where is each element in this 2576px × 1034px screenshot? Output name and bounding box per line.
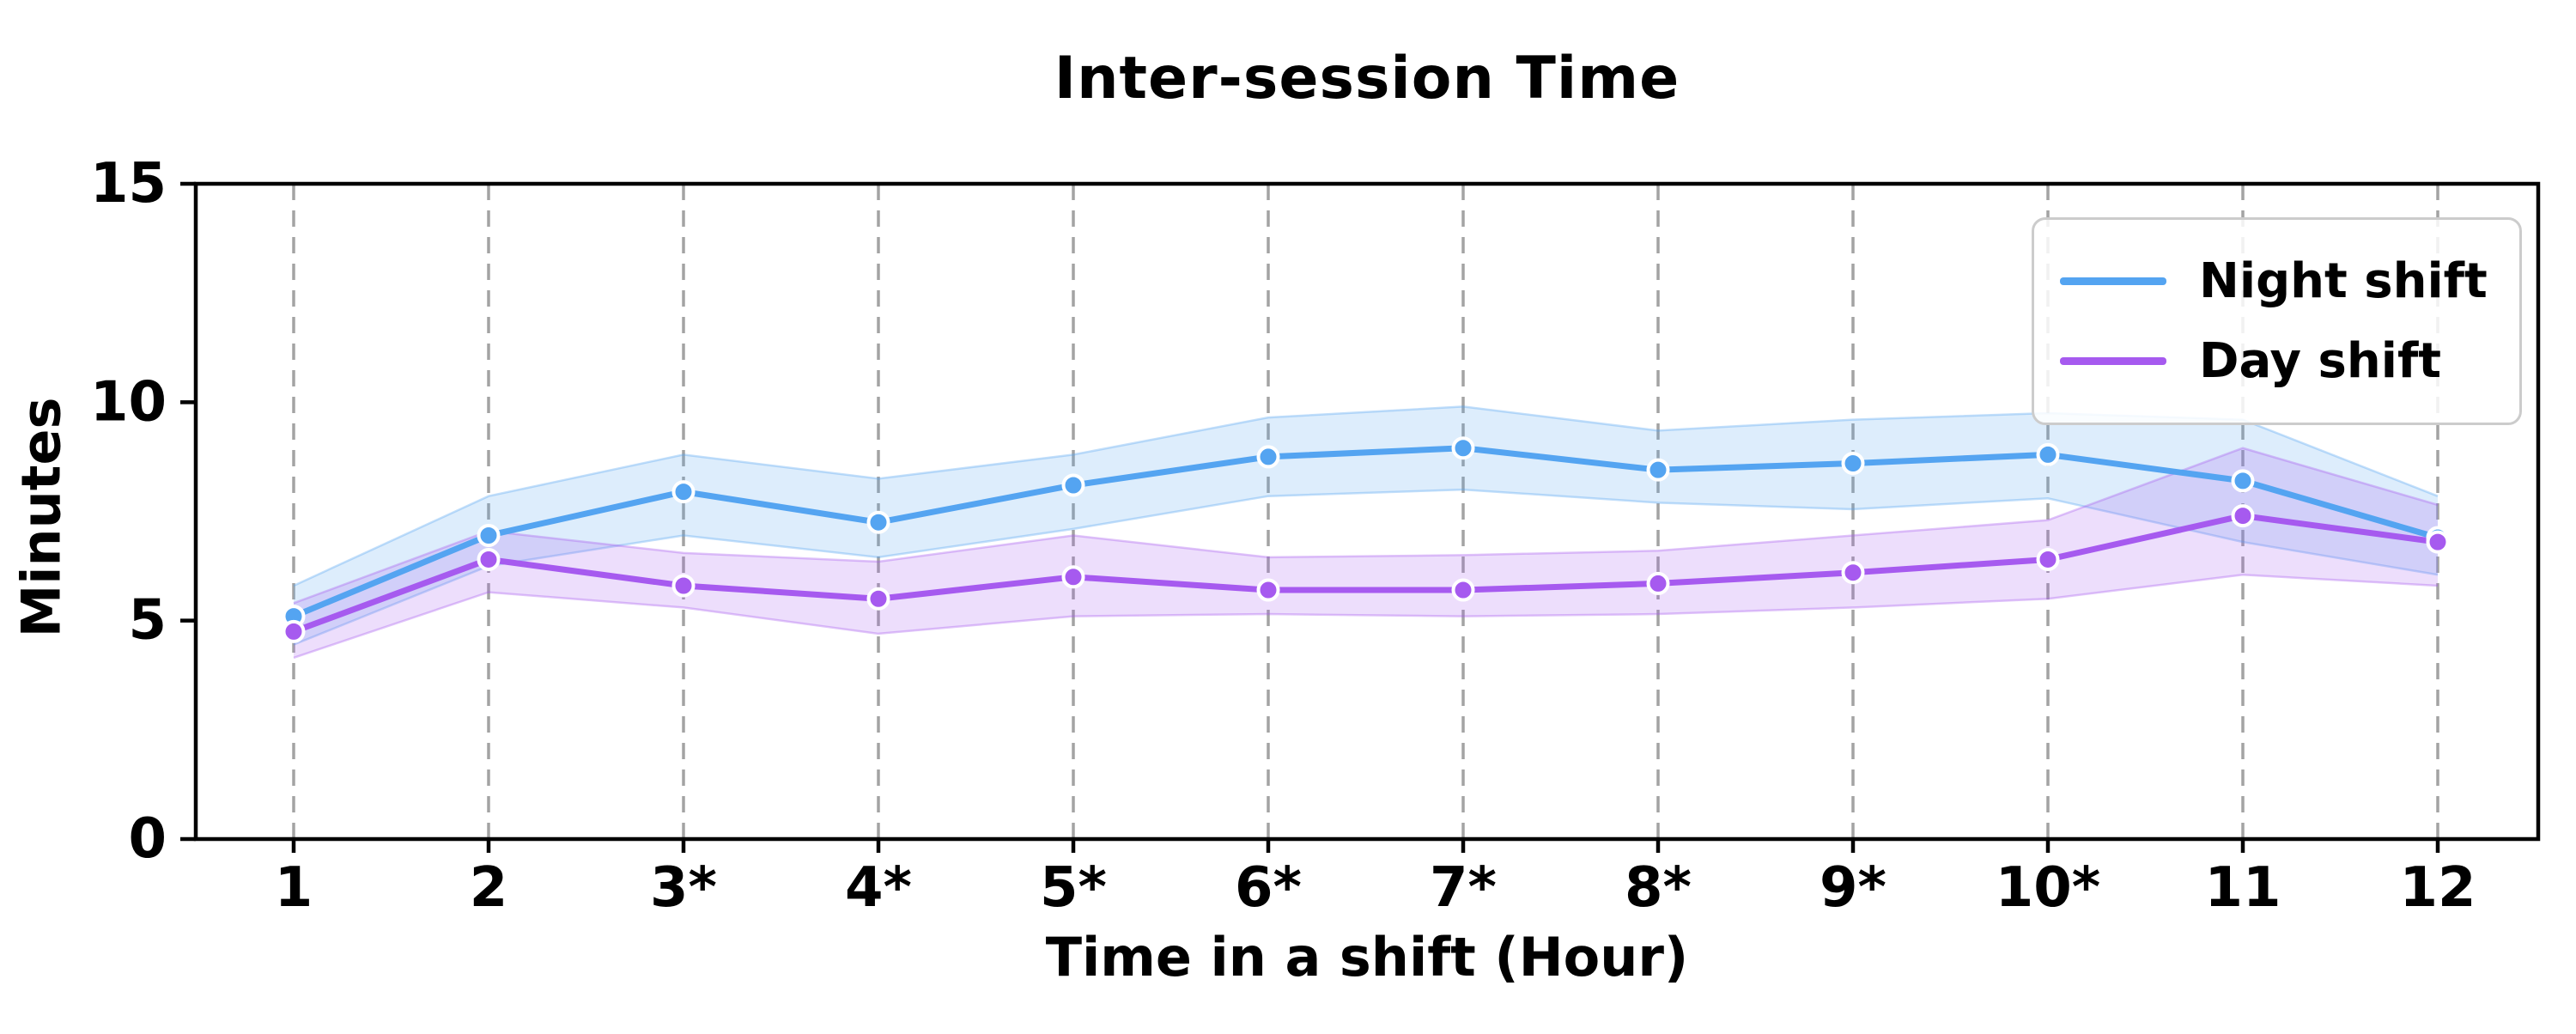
data-point-marker [1061, 473, 1085, 497]
chart-title: Inter-session Time [1054, 45, 1680, 113]
y-axis-title: Minutes [9, 397, 73, 638]
night-shift-line [290, 445, 2441, 620]
x-tick-label: 11 [2204, 856, 2281, 920]
data-point-marker [1646, 458, 1670, 482]
y-tick-label: 0 [128, 807, 167, 871]
y-tick-label: 10 [90, 370, 167, 434]
data-point-marker [1451, 436, 1475, 460]
data-point-marker [1646, 571, 1670, 595]
data-point-marker [1841, 561, 1865, 585]
band-upper-edge [293, 447, 2439, 605]
x-tick-label: 10* [1996, 856, 2101, 920]
x-tick-label: 6* [1235, 856, 1302, 920]
data-point-marker [1841, 452, 1865, 476]
band-lower-edge [293, 488, 2439, 646]
band-lower-edge [293, 574, 2439, 660]
day-shift-markers [282, 504, 2450, 643]
y-tick-label: 15 [90, 152, 167, 216]
axes-frame [193, 181, 2541, 842]
data-point-marker [477, 547, 501, 571]
data-point-marker [866, 510, 890, 534]
legend-item-night-shift: Night shift [2060, 253, 2494, 309]
data-point-marker [2036, 442, 2060, 466]
data-point-marker [1256, 445, 1280, 469]
x-tick-label: 8* [1625, 856, 1692, 920]
data-point-marker [1451, 578, 1475, 602]
x-tick-label: 4* [845, 856, 912, 920]
legend-label: Day shift [2199, 333, 2442, 389]
data-point-marker [2036, 547, 2060, 571]
data-point-marker [2426, 530, 2450, 554]
data-point-marker [671, 574, 696, 598]
y-axis: 0 5 10 15 [90, 152, 196, 871]
x-tick-label: 1 [275, 856, 313, 920]
x-tick-label: 5* [1040, 856, 1107, 920]
data-point-marker [866, 587, 890, 611]
data-point-marker [2231, 469, 2255, 493]
data-point-marker [282, 619, 306, 643]
y-tick-label: 5 [128, 589, 167, 653]
x-axis: 1 2 3* 4* 5* 6* 7* 8* 9* 10* 11 12 [275, 839, 2476, 920]
x-tick-label: 2 [470, 856, 508, 920]
x-axis-title: Time in a shift (Hour) [1045, 926, 1689, 988]
legend: Night shift Day shift [2032, 217, 2522, 425]
data-point-marker [671, 480, 696, 504]
x-tick-label: 3* [650, 856, 717, 920]
legend-item-day-shift: Day shift [2060, 333, 2494, 389]
day-shift-line [290, 513, 2441, 635]
data-point-marker [2231, 504, 2255, 528]
day-shift-confidence-band [294, 447, 2438, 658]
x-tick-label: 7* [1430, 856, 1497, 920]
legend-label: Night shift [2199, 253, 2488, 309]
x-tick-label: 9* [1820, 856, 1886, 920]
data-point-marker [1256, 578, 1280, 602]
data-point-marker [1061, 565, 1085, 589]
x-tick-label: 12 [2399, 856, 2476, 920]
night-shift-line-swatch [2060, 277, 2166, 285]
data-point-marker [477, 523, 501, 547]
day-shift-line-swatch [2060, 357, 2166, 365]
night-shift-confidence-band [294, 406, 2438, 645]
night-shift-markers [282, 436, 2450, 629]
